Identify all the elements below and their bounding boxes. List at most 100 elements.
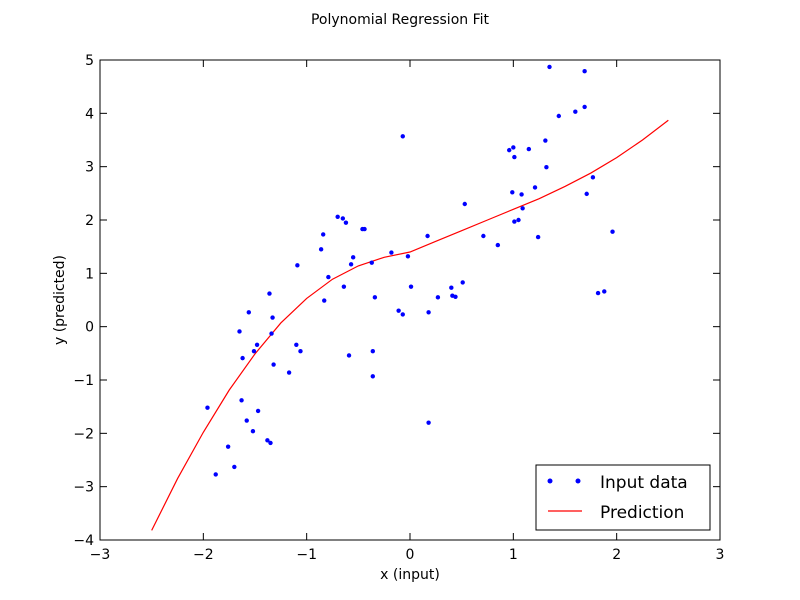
data-point [526,146,532,152]
plot-area [100,60,720,540]
x-tick-label: 3 [716,547,725,563]
data-point [335,214,340,219]
data-point [321,232,326,237]
y-tick-label: 3 [85,160,94,176]
data-point [268,440,273,446]
data-point [240,355,245,361]
data-point [225,444,231,449]
data-point [595,290,601,296]
legend-label-input-data: Input data [600,473,688,493]
data-point [270,315,275,320]
data-point [246,310,251,315]
x-axis-label: x (input) [380,567,440,583]
data-point [602,289,607,294]
data-point [449,285,454,290]
x-tick-label: 2 [612,547,621,563]
data-point [298,349,303,354]
data-point [369,260,374,265]
x-tick-label: 0 [406,547,415,563]
data-point [370,349,375,354]
data-point [453,294,458,299]
data-point [544,165,549,170]
data-point [237,329,242,334]
data-point [232,464,237,470]
data-point [286,370,292,375]
legend-marker-input-data [547,478,553,484]
data-point [251,349,257,354]
data-point [408,284,414,289]
legend-label-prediction: Prediction [600,503,684,523]
y-tick-label: 2 [85,213,94,229]
data-point [507,147,512,153]
y-tick-label: −1 [73,373,94,389]
data-point [511,145,516,150]
data-point [271,362,276,367]
data-point [250,429,256,434]
data-point [322,298,327,303]
y-tick-label: −4 [73,533,94,549]
data-point [341,284,347,289]
y-tick-label: 1 [85,266,94,282]
y-tick-label: 5 [85,53,94,69]
data-point [318,247,324,252]
x-tick-label: −1 [296,547,317,563]
data-point [584,191,589,197]
data-point [267,291,272,296]
series-layer [151,64,669,531]
data-point [462,201,467,207]
data-point [370,374,375,379]
y-axis-label: y (predicted) [52,255,68,345]
data-point [535,234,541,240]
data-point [510,190,515,195]
data-point [213,472,218,477]
data-point [254,342,260,347]
data-point [348,262,354,267]
data-point [582,69,587,74]
data-point [435,295,441,300]
x-tick-label: −2 [193,547,214,563]
data-point [343,220,349,225]
data-point [255,408,261,414]
data-point [532,185,538,190]
data-point [396,308,401,313]
data-point [590,175,596,180]
data-point [582,104,587,110]
data-point [405,254,411,259]
data-point [516,217,521,223]
data-point [269,331,274,336]
chart-title: Polynomial Regression Fit [311,12,490,28]
data-point [346,353,352,358]
plot-frame [99,59,721,541]
data-point [295,263,300,268]
legend: Input data Prediction [535,464,711,531]
data-point [481,233,486,239]
data-point [543,138,548,143]
y-tick-label: −2 [73,426,94,442]
legend-box [535,464,711,531]
data-point [426,310,431,315]
data-point [512,154,517,160]
data-point [265,438,270,443]
prediction-line [151,119,669,531]
y-tick-label: −3 [73,480,94,496]
data-point [512,219,517,224]
data-point [350,255,356,260]
data-point [547,64,552,70]
data-point [340,216,346,221]
data-point [244,418,249,423]
data-point [519,192,524,197]
data-point [610,229,615,234]
data-point [326,274,331,280]
data-point [362,226,367,232]
data-point [460,280,465,285]
data-point [573,109,578,114]
data-point [425,233,430,239]
data-point [520,206,525,211]
data-point [400,134,405,139]
data-point [294,342,299,347]
data-point [372,295,378,300]
data-point [426,420,431,425]
legend-marker-input-data [575,478,581,484]
